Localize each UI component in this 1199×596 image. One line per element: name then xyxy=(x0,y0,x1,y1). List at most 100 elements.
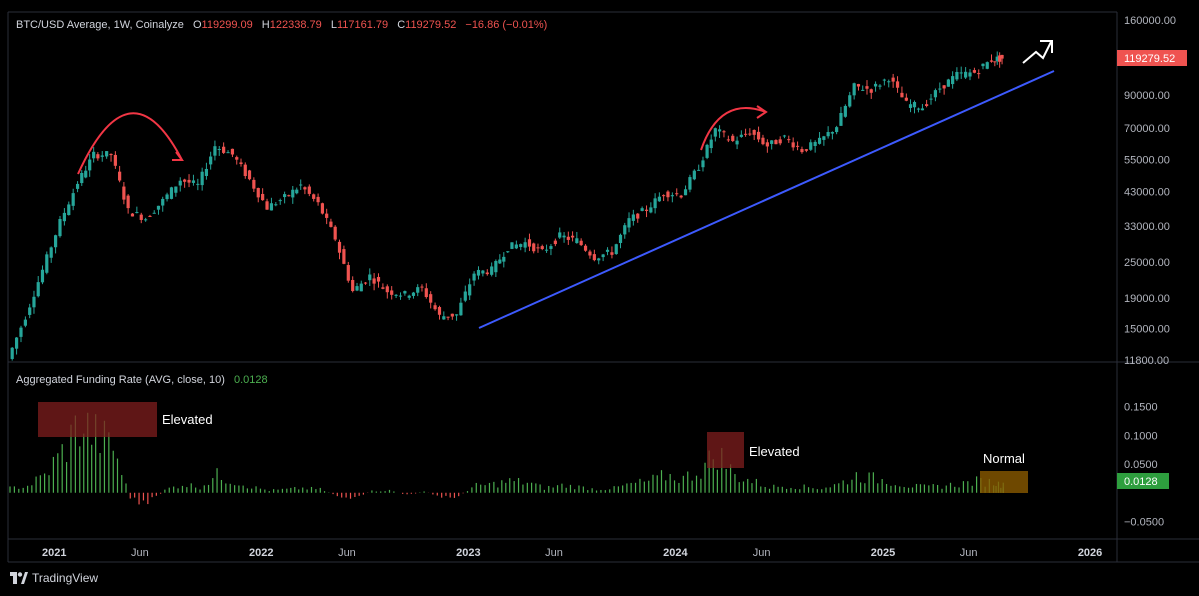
candle-body xyxy=(355,286,359,291)
candle-body xyxy=(713,128,717,137)
candle-body xyxy=(532,243,536,252)
indicator-legend: Aggregated Funding Rate (AVG, close, 10)… xyxy=(16,374,268,386)
candle-body xyxy=(770,140,774,144)
candle-body xyxy=(631,214,635,221)
trendline[interactable] xyxy=(478,70,1055,329)
candle-body xyxy=(217,148,221,150)
candle-body xyxy=(653,198,657,209)
candle-body xyxy=(363,282,368,284)
candle-body xyxy=(839,112,843,126)
brand-name: TradingView xyxy=(32,571,99,585)
price-tick-label: 90000.00 xyxy=(1124,90,1170,102)
candle-body xyxy=(235,157,239,160)
candle-body xyxy=(213,146,217,156)
funding-tick-label: 0.1000 xyxy=(1124,430,1158,442)
candle-body xyxy=(916,108,921,110)
price-axis[interactable]: 160000.00 90000.00 70000.00 55000.00 43000.0… xyxy=(1124,15,1176,367)
candle-body xyxy=(376,276,381,282)
indicator-value: 0.0128 xyxy=(234,374,268,386)
candle-body xyxy=(105,151,109,157)
candle-body xyxy=(359,283,363,292)
time-axis[interactable]: 2021 Jun 2022 Jun 2023 Jun 2024 Jun 2025 Jun 2026 xyxy=(42,547,1102,559)
candle-body xyxy=(454,314,459,316)
candle-body xyxy=(256,188,260,198)
curve-arrowhead-2024 xyxy=(756,105,768,119)
candle-body xyxy=(705,144,709,158)
open-value: 119299.09 xyxy=(202,19,253,31)
candle-body xyxy=(320,203,325,214)
curve-arrow-2024 xyxy=(700,107,767,151)
candle-body xyxy=(337,241,342,253)
candle-body xyxy=(333,226,337,240)
candle-body xyxy=(139,214,143,220)
last-price-text: 119279.52 xyxy=(1124,53,1175,65)
funding-axis[interactable]: 0.1500 0.1000 0.0500 −0.0500 xyxy=(1124,402,1164,529)
candle-body xyxy=(178,180,182,186)
candle-body xyxy=(782,135,787,137)
candle-body xyxy=(407,295,411,298)
price-pane[interactable] xyxy=(10,51,1004,361)
candle-body xyxy=(196,183,200,185)
candle-body xyxy=(610,252,614,255)
candle-body xyxy=(67,204,71,216)
symbol-label: BTC/USD Average, 1W, Coinalyze xyxy=(16,19,184,31)
candle-body xyxy=(209,156,213,165)
candle-body xyxy=(58,219,62,237)
candle-body xyxy=(904,97,908,101)
price-tick-label: 160000.00 xyxy=(1124,15,1176,27)
candle-body xyxy=(398,295,403,297)
candle-body xyxy=(519,244,523,247)
candle-body xyxy=(735,140,739,145)
curve-arrowhead-2021 xyxy=(172,151,184,161)
funding-tick-label: 0.0500 xyxy=(1124,459,1158,471)
candle-body xyxy=(204,168,209,176)
last-funding-text: 0.0128 xyxy=(1124,476,1158,488)
candle-body xyxy=(437,307,442,315)
candle-body xyxy=(640,208,644,211)
candle-body xyxy=(701,160,705,168)
candle-body xyxy=(809,142,813,150)
candle-body xyxy=(995,56,999,62)
change-value: −16.86 (−0.01%) xyxy=(465,19,547,31)
candle-body xyxy=(113,154,117,166)
candle-body xyxy=(998,55,1002,62)
tradingview-logo[interactable]: TradingView xyxy=(10,571,98,585)
candle-body xyxy=(372,278,376,284)
candle-body xyxy=(636,213,640,219)
price-tick-label: 11800.00 xyxy=(1124,355,1169,367)
candle-body xyxy=(122,186,126,200)
candle-body xyxy=(817,137,822,144)
candle-body xyxy=(731,135,735,142)
time-tick-label: Jun xyxy=(545,547,563,559)
candle-body xyxy=(187,179,191,183)
candle-body xyxy=(191,180,196,183)
candle-body xyxy=(649,207,653,213)
low-label: L xyxy=(331,19,337,31)
candle-body xyxy=(683,189,688,196)
price-tick-label: 43000.00 xyxy=(1124,186,1170,198)
elevated-label-2: Elevated xyxy=(749,444,800,459)
candle-body xyxy=(243,164,247,177)
candle-body xyxy=(843,105,847,117)
candle-body xyxy=(891,77,895,82)
high-value: 122338.79 xyxy=(270,19,322,31)
candle-body xyxy=(291,189,295,198)
candle-body xyxy=(558,232,562,238)
candle-body xyxy=(722,131,726,133)
time-tick-label: 2026 xyxy=(1078,547,1102,559)
candle-body xyxy=(878,85,882,87)
candle-body xyxy=(597,258,601,261)
last-price-tag xyxy=(1117,50,1187,66)
funding-pane[interactable] xyxy=(9,412,1004,505)
candle-body xyxy=(852,83,856,96)
candle-body xyxy=(882,79,886,81)
candle-body xyxy=(688,177,692,190)
candle-body xyxy=(62,212,66,222)
candle-body xyxy=(795,145,800,147)
curve-arrow-2021 xyxy=(77,112,183,175)
up-arrowhead xyxy=(1040,40,1053,53)
time-tick-label: Jun xyxy=(960,547,978,559)
candle-body xyxy=(476,269,481,276)
candle-body xyxy=(19,327,23,337)
